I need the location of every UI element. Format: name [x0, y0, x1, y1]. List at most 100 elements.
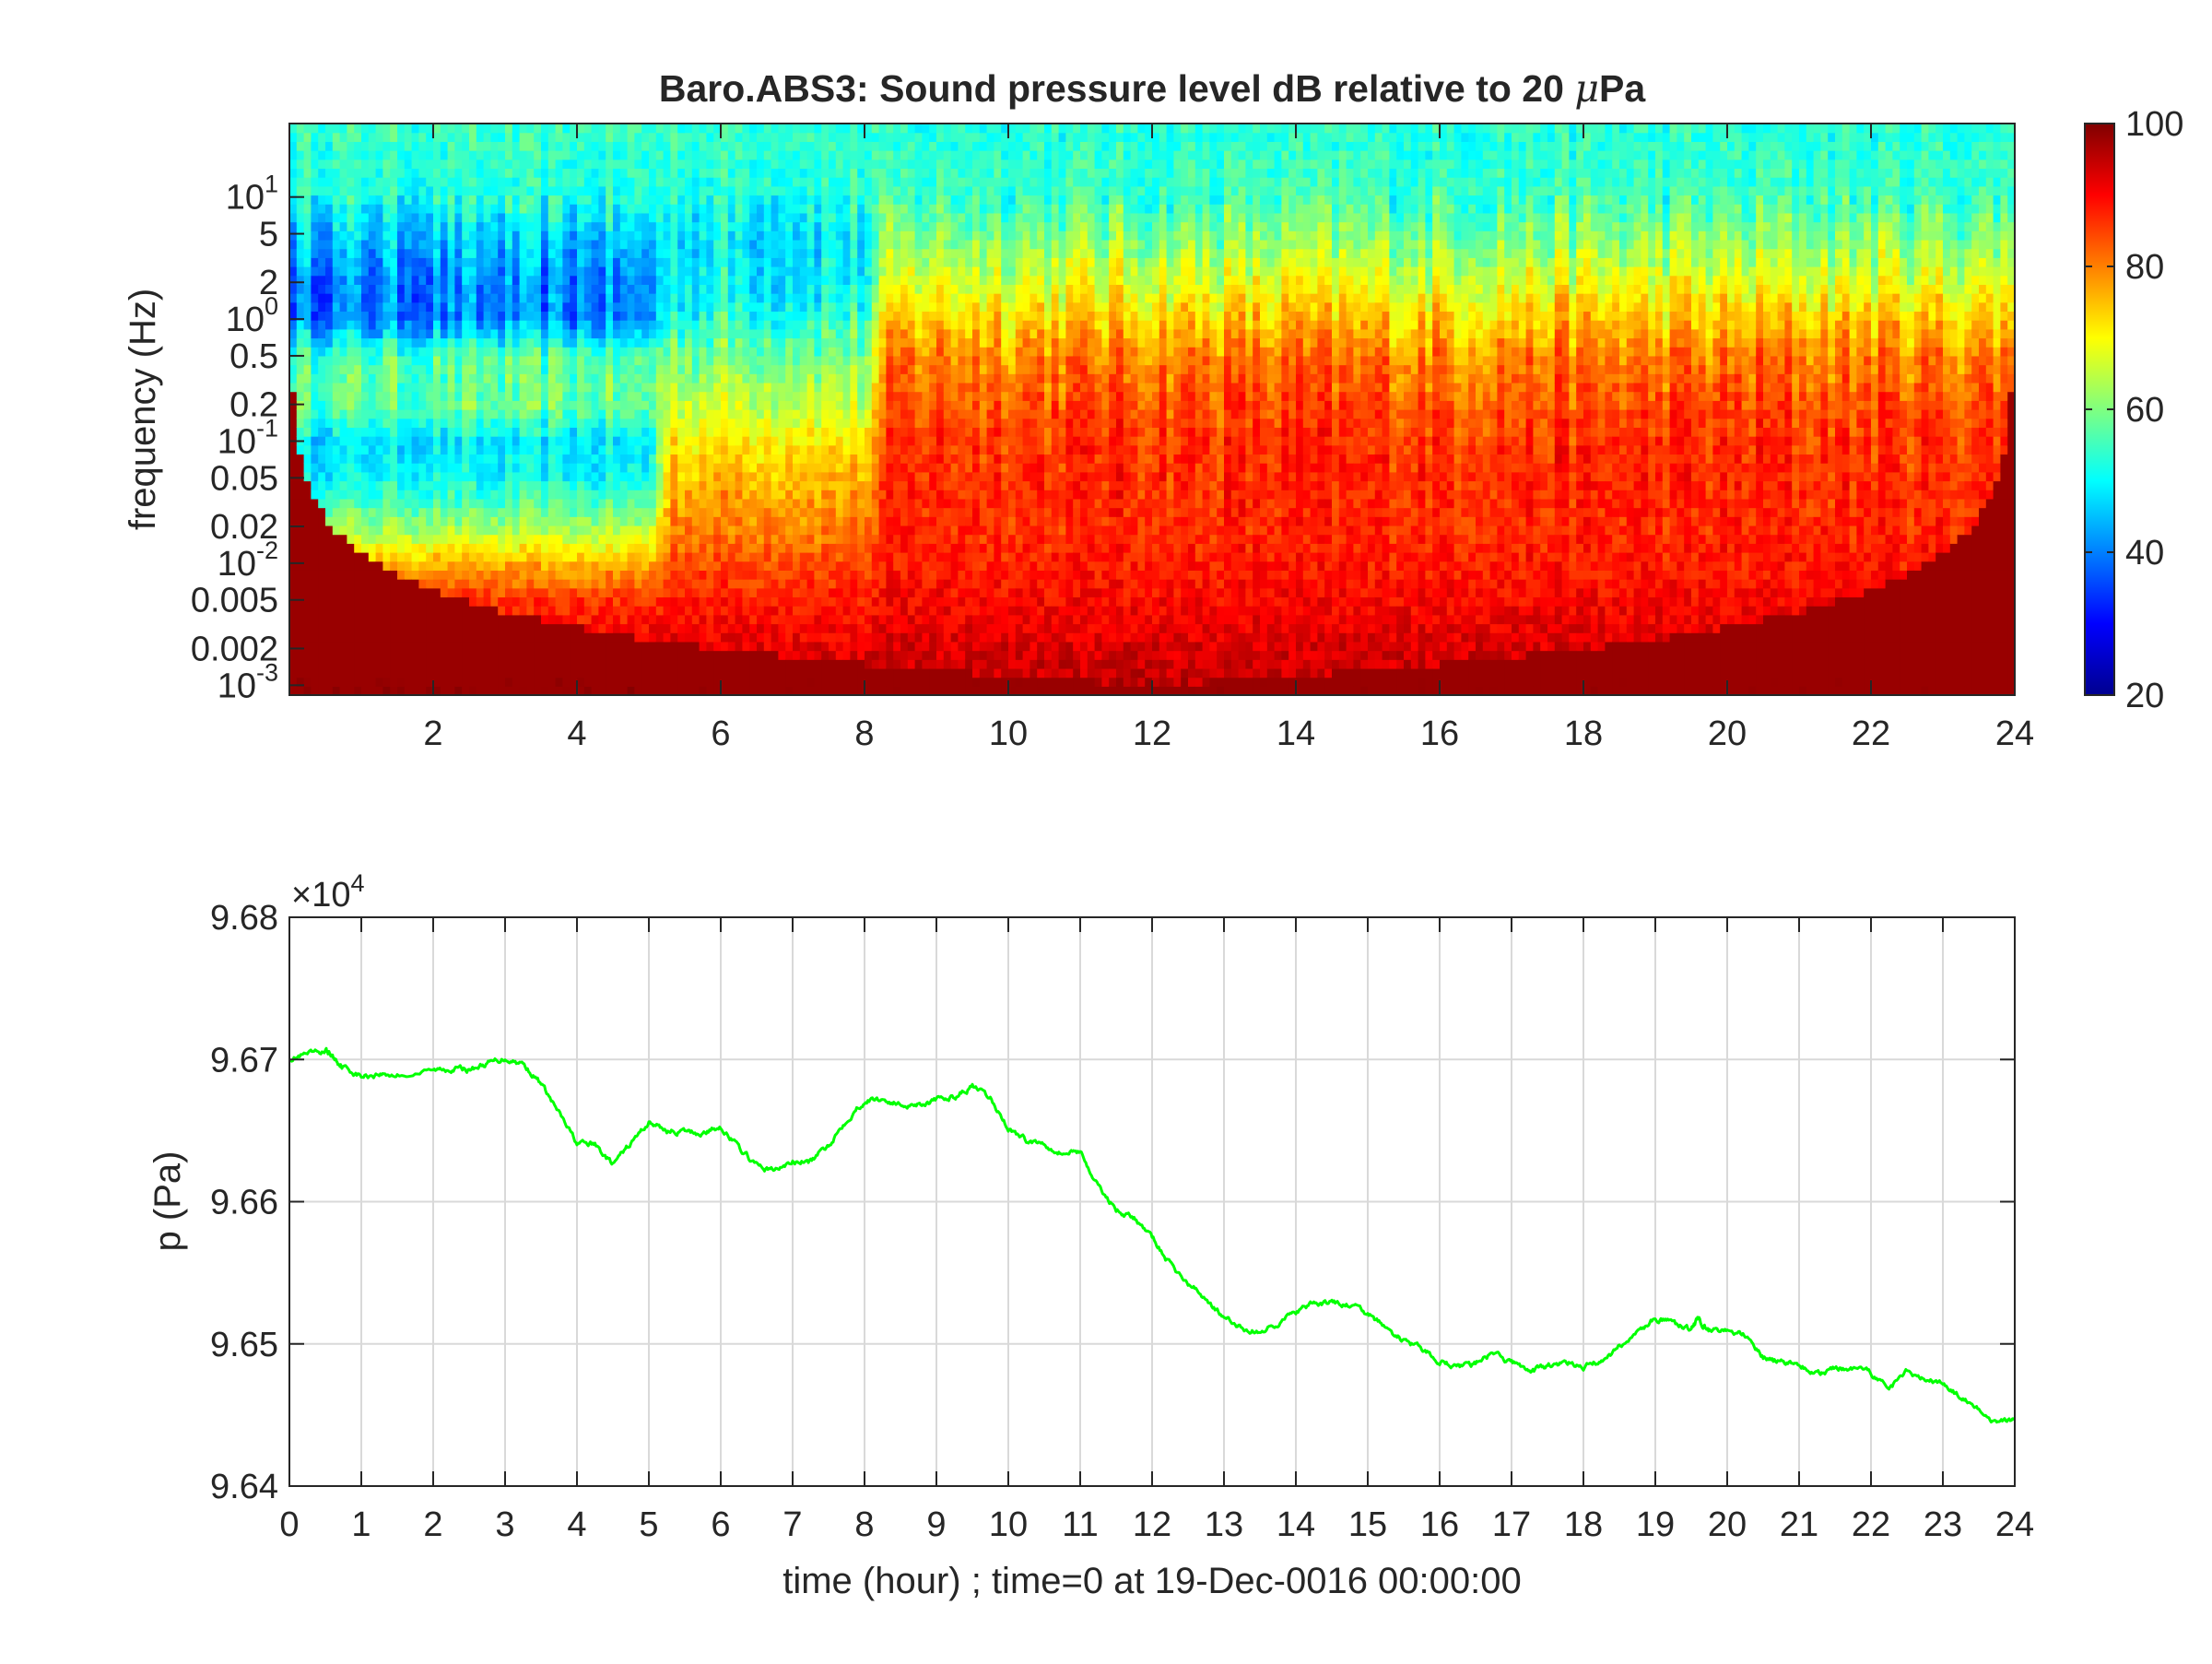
spectrogram-cell [296, 427, 305, 437]
spectrogram-cell [498, 632, 506, 643]
spectrogram-cell [547, 498, 557, 509]
spectrogram-cell [685, 320, 693, 330]
spectrogram-cell [418, 391, 427, 401]
spectrogram-cell [418, 320, 427, 330]
spectrogram-cell [570, 650, 578, 660]
spectrogram-cell [418, 614, 427, 625]
spectrogram-cell [742, 293, 750, 303]
spectrogram-cell [778, 301, 786, 313]
spectrogram-cell [619, 293, 629, 303]
spectrogram-cell [505, 239, 513, 250]
spectrogram-cell [713, 534, 722, 544]
spectrogram-cell [735, 516, 743, 526]
spectrogram-cell [778, 373, 786, 384]
spectrogram-cell [619, 498, 629, 509]
spectrogram-cell [713, 301, 722, 313]
spectrogram-cell [476, 667, 485, 679]
spectrogram-cell [577, 498, 585, 509]
spectrogram-cell [390, 587, 398, 598]
spectrogram-cell [469, 400, 477, 410]
spectrogram-cell [440, 444, 449, 455]
spectrogram-cell [706, 659, 714, 669]
spectrogram-cell [821, 659, 830, 669]
spectrogram-cell [390, 650, 398, 660]
spectrogram-cell [735, 221, 743, 231]
spectrogram-cell [332, 311, 341, 321]
spectrogram-cell [691, 373, 700, 384]
spectrogram-cell [354, 463, 362, 473]
spectrogram-cell [318, 498, 326, 509]
spectrogram-cell [418, 641, 427, 652]
spectrogram-cell [498, 230, 506, 241]
spectrogram-cell [757, 498, 765, 509]
spectrogram-cell [555, 463, 563, 473]
spectrogram-cell [433, 623, 441, 633]
spectrogram-cell [742, 534, 750, 544]
spectrogram-cell [570, 587, 578, 598]
spectrogram-cell [454, 409, 463, 419]
spectrogram-cell [634, 248, 642, 258]
spectrogram-cell [771, 596, 779, 607]
spectrogram-cell [361, 301, 370, 313]
spectrogram-cell [591, 185, 599, 196]
spectrogram-cell [325, 364, 334, 374]
spectrogram-cell [375, 141, 383, 151]
spectrogram-cell [476, 418, 485, 428]
spectrogram-cell [778, 168, 786, 178]
spectrogram-cell [382, 391, 391, 401]
spectrogram-cell [727, 301, 736, 313]
spectrogram-cell [361, 159, 370, 170]
spectrogram-cell [447, 427, 455, 437]
spectrogram-cell [347, 347, 355, 357]
spectrogram-cell [361, 373, 370, 384]
spectrogram-cell [361, 623, 370, 633]
spectrogram-cell [785, 507, 794, 517]
spectrogram-cell [462, 552, 470, 562]
spectrogram-cell [627, 677, 635, 687]
spectrogram-cell [742, 606, 750, 616]
spectrogram-cell [498, 471, 506, 482]
spectrogram-cell [835, 337, 844, 348]
spectrogram-cell [835, 632, 844, 643]
spectrogram-cell [641, 239, 650, 250]
spectrogram-cell [742, 667, 750, 679]
spectrogram-cell [375, 659, 383, 669]
spectrogram-cell [318, 471, 326, 482]
spectrogram-cell [541, 124, 549, 134]
spectrogram-cell [670, 587, 678, 598]
spectrogram-cell [706, 525, 714, 536]
spectrogram-cell [677, 284, 686, 294]
spectrogram-cell [519, 141, 527, 151]
spectrogram-cell [713, 204, 722, 214]
spectrogram-cell [498, 507, 506, 517]
spectrogram-cell [296, 124, 305, 134]
spectrogram-cell [757, 507, 765, 517]
spectrogram-cell [519, 516, 527, 526]
spectrogram-cell [655, 667, 665, 679]
spectrogram-cell [404, 159, 413, 170]
spectrogram-cell [799, 516, 808, 526]
spectrogram-cell [570, 347, 578, 357]
spectrogram-cell [706, 284, 714, 294]
spectrogram-cell [289, 596, 298, 607]
spectrogram-cell [426, 463, 434, 473]
spectrogram-cell [570, 195, 578, 205]
spectrogram-cell [793, 185, 801, 196]
spectrogram-cell [490, 284, 499, 294]
spectrogram-cell [462, 293, 470, 303]
spectrogram-cell [835, 471, 844, 482]
spectrogram-cell [397, 659, 406, 669]
spectrogram-cell [519, 391, 527, 401]
spectrogram-cell [332, 347, 341, 357]
spectrogram-cell [534, 373, 542, 384]
spectrogram-cell [347, 177, 355, 187]
spectrogram-cell [727, 427, 736, 437]
spectrogram-cell [641, 614, 650, 625]
spectrogram-cell [347, 480, 355, 490]
spectrogram-cell [289, 124, 298, 134]
spectrogram-cell [390, 185, 398, 196]
spectrogram-cell [462, 266, 470, 277]
spectrogram-cell [555, 436, 563, 446]
spectrogram-cell [534, 667, 542, 679]
spectrogram-cell [433, 391, 441, 401]
